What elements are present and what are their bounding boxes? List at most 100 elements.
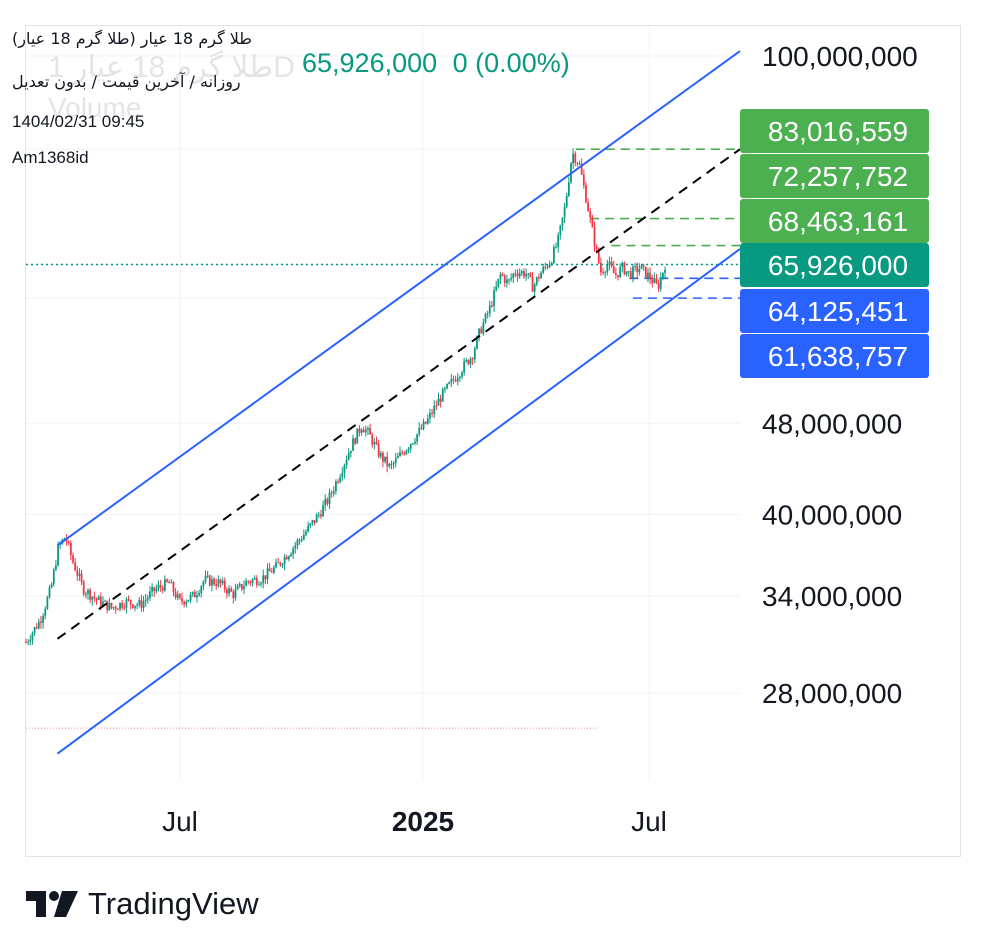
candle [384,456,386,464]
last-price: 65,926,000 [302,48,438,78]
candle [653,272,656,284]
candle-body [535,277,538,285]
candle [649,267,651,285]
symbol-line: (طلا گرم 18 عیار (طلا گرم 18 عیار [12,29,253,48]
price-tag-bg [740,154,929,198]
candle-body [349,450,352,454]
candle-body [302,534,305,540]
candle [523,268,525,279]
candle [189,591,192,604]
candle [512,272,515,284]
candle [123,603,126,611]
candle [230,586,233,593]
candle [232,589,235,604]
candle-body [403,453,406,455]
candle [270,567,273,573]
candle-body [290,554,292,557]
candle-body [266,568,269,580]
price-quote: 65,926,000 0 (0.00%) [302,48,570,79]
candle [138,596,141,608]
candle-body [623,262,626,275]
price-tag: 68,463,161 [740,199,929,243]
candle [324,494,327,511]
candle-body [339,477,342,482]
price-tag: 83,016,559 [740,109,929,153]
candle [82,579,85,597]
candle [67,539,70,546]
candle [281,563,284,568]
candle [287,555,290,562]
candle-body [264,575,267,580]
candle-body [563,207,566,218]
candle [373,438,376,450]
candle-body [330,492,333,494]
candle [484,312,487,324]
candle [238,581,241,588]
candle [505,274,508,288]
candle [448,381,451,385]
candle-body [341,472,344,478]
tradingview-logo[interactable]: TradingView [26,884,259,924]
candle [461,370,463,380]
candle [606,259,609,276]
candle-body [112,607,115,609]
candle-body [540,272,542,279]
candle-body [529,273,532,277]
candle-body [664,269,666,273]
candle-body [390,464,393,466]
candle-body [320,514,322,517]
candle [527,273,530,280]
candle-body [300,539,303,541]
candle-body [142,601,145,608]
candle [277,557,280,564]
candle [578,160,581,166]
candle-body [653,278,656,283]
candle [589,208,592,224]
candle-body [187,599,190,602]
price-labels: 83,016,559 72,257,752 68,463,161 65,926,000… [740,109,929,378]
candle [298,538,301,545]
candle-body [243,586,245,590]
candle [78,568,81,581]
candle [317,511,320,519]
candle-body [273,567,275,573]
candle [302,529,305,541]
candle-body [236,586,239,590]
candle-body [87,589,89,594]
candle [170,579,173,584]
candle-body [283,556,286,565]
candle [72,552,74,565]
candle [429,408,431,424]
candle [508,278,510,285]
candle-body [642,265,645,267]
candle [202,580,205,591]
watermark-symbol: طلا گرم 18 عیار 1D [48,51,295,84]
candle-body [550,262,553,265]
candle-body [324,499,327,506]
candle [356,428,359,444]
candle [535,276,538,287]
candle [46,595,49,610]
candle [112,606,115,610]
candle [544,262,547,271]
candle-body [292,548,295,555]
candle [108,597,111,611]
candle [69,540,72,561]
candle-body [627,271,630,273]
candle [486,310,489,319]
candle-body [450,378,453,383]
candle [640,265,643,270]
candle [50,582,53,589]
candle-body [426,418,429,424]
candle-body [416,434,419,442]
candle [426,414,429,425]
candle-body [74,562,77,571]
candle-body [454,380,457,382]
candle-body [478,328,480,337]
candle-body [309,523,312,526]
candle-body [561,217,564,226]
candle [518,268,521,279]
candle-body [649,272,651,280]
candle-body [567,182,570,196]
